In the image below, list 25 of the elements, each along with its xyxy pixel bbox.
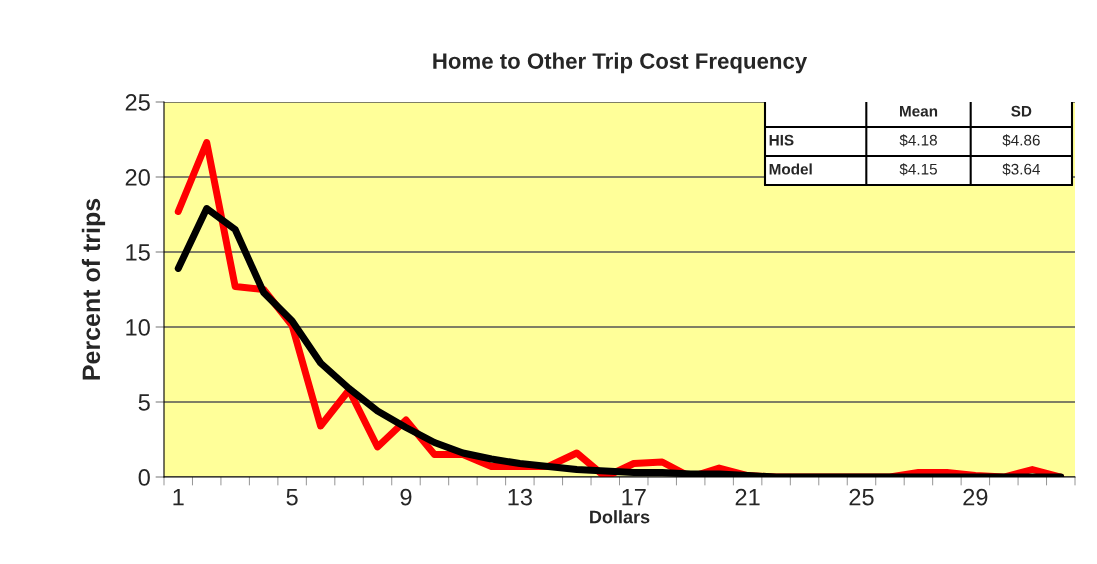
x-tick-label: 5: [286, 488, 298, 506]
annotation: Mean: [900, 105, 938, 117]
annotation: $4.86: [1002, 134, 1040, 147]
y-tick-label: 10: [126, 319, 150, 336]
y-tick-label: 0: [138, 469, 150, 486]
annotation: $4.15: [899, 163, 937, 176]
y-axis-title: Percent of trips: [81, 198, 106, 380]
x-tick-label: 21: [735, 488, 760, 506]
annotation: Model: [769, 163, 812, 175]
x-tick-label: 9: [400, 488, 412, 506]
x-tick-label: 13: [508, 488, 532, 506]
x-tick-label: 1: [173, 488, 184, 506]
y-tick-label: 15: [126, 244, 150, 261]
y-tick-label: 25: [125, 94, 150, 111]
annotation: HIS: [769, 134, 794, 146]
chart-title: Home to Other Trip Cost Frequency: [433, 52, 808, 74]
x-tick-label: 17: [622, 488, 646, 506]
x-axis-title: Dollars: [590, 510, 650, 524]
y-tick-label: 20: [125, 169, 150, 186]
annotation: $3.64: [1002, 163, 1041, 176]
x-tick-label: 25: [849, 488, 874, 506]
x-tick-label: 29: [963, 488, 988, 506]
annotation: $4.18: [899, 134, 937, 147]
annotation: SD: [1011, 105, 1032, 117]
y-tick-label: 5: [138, 394, 150, 411]
